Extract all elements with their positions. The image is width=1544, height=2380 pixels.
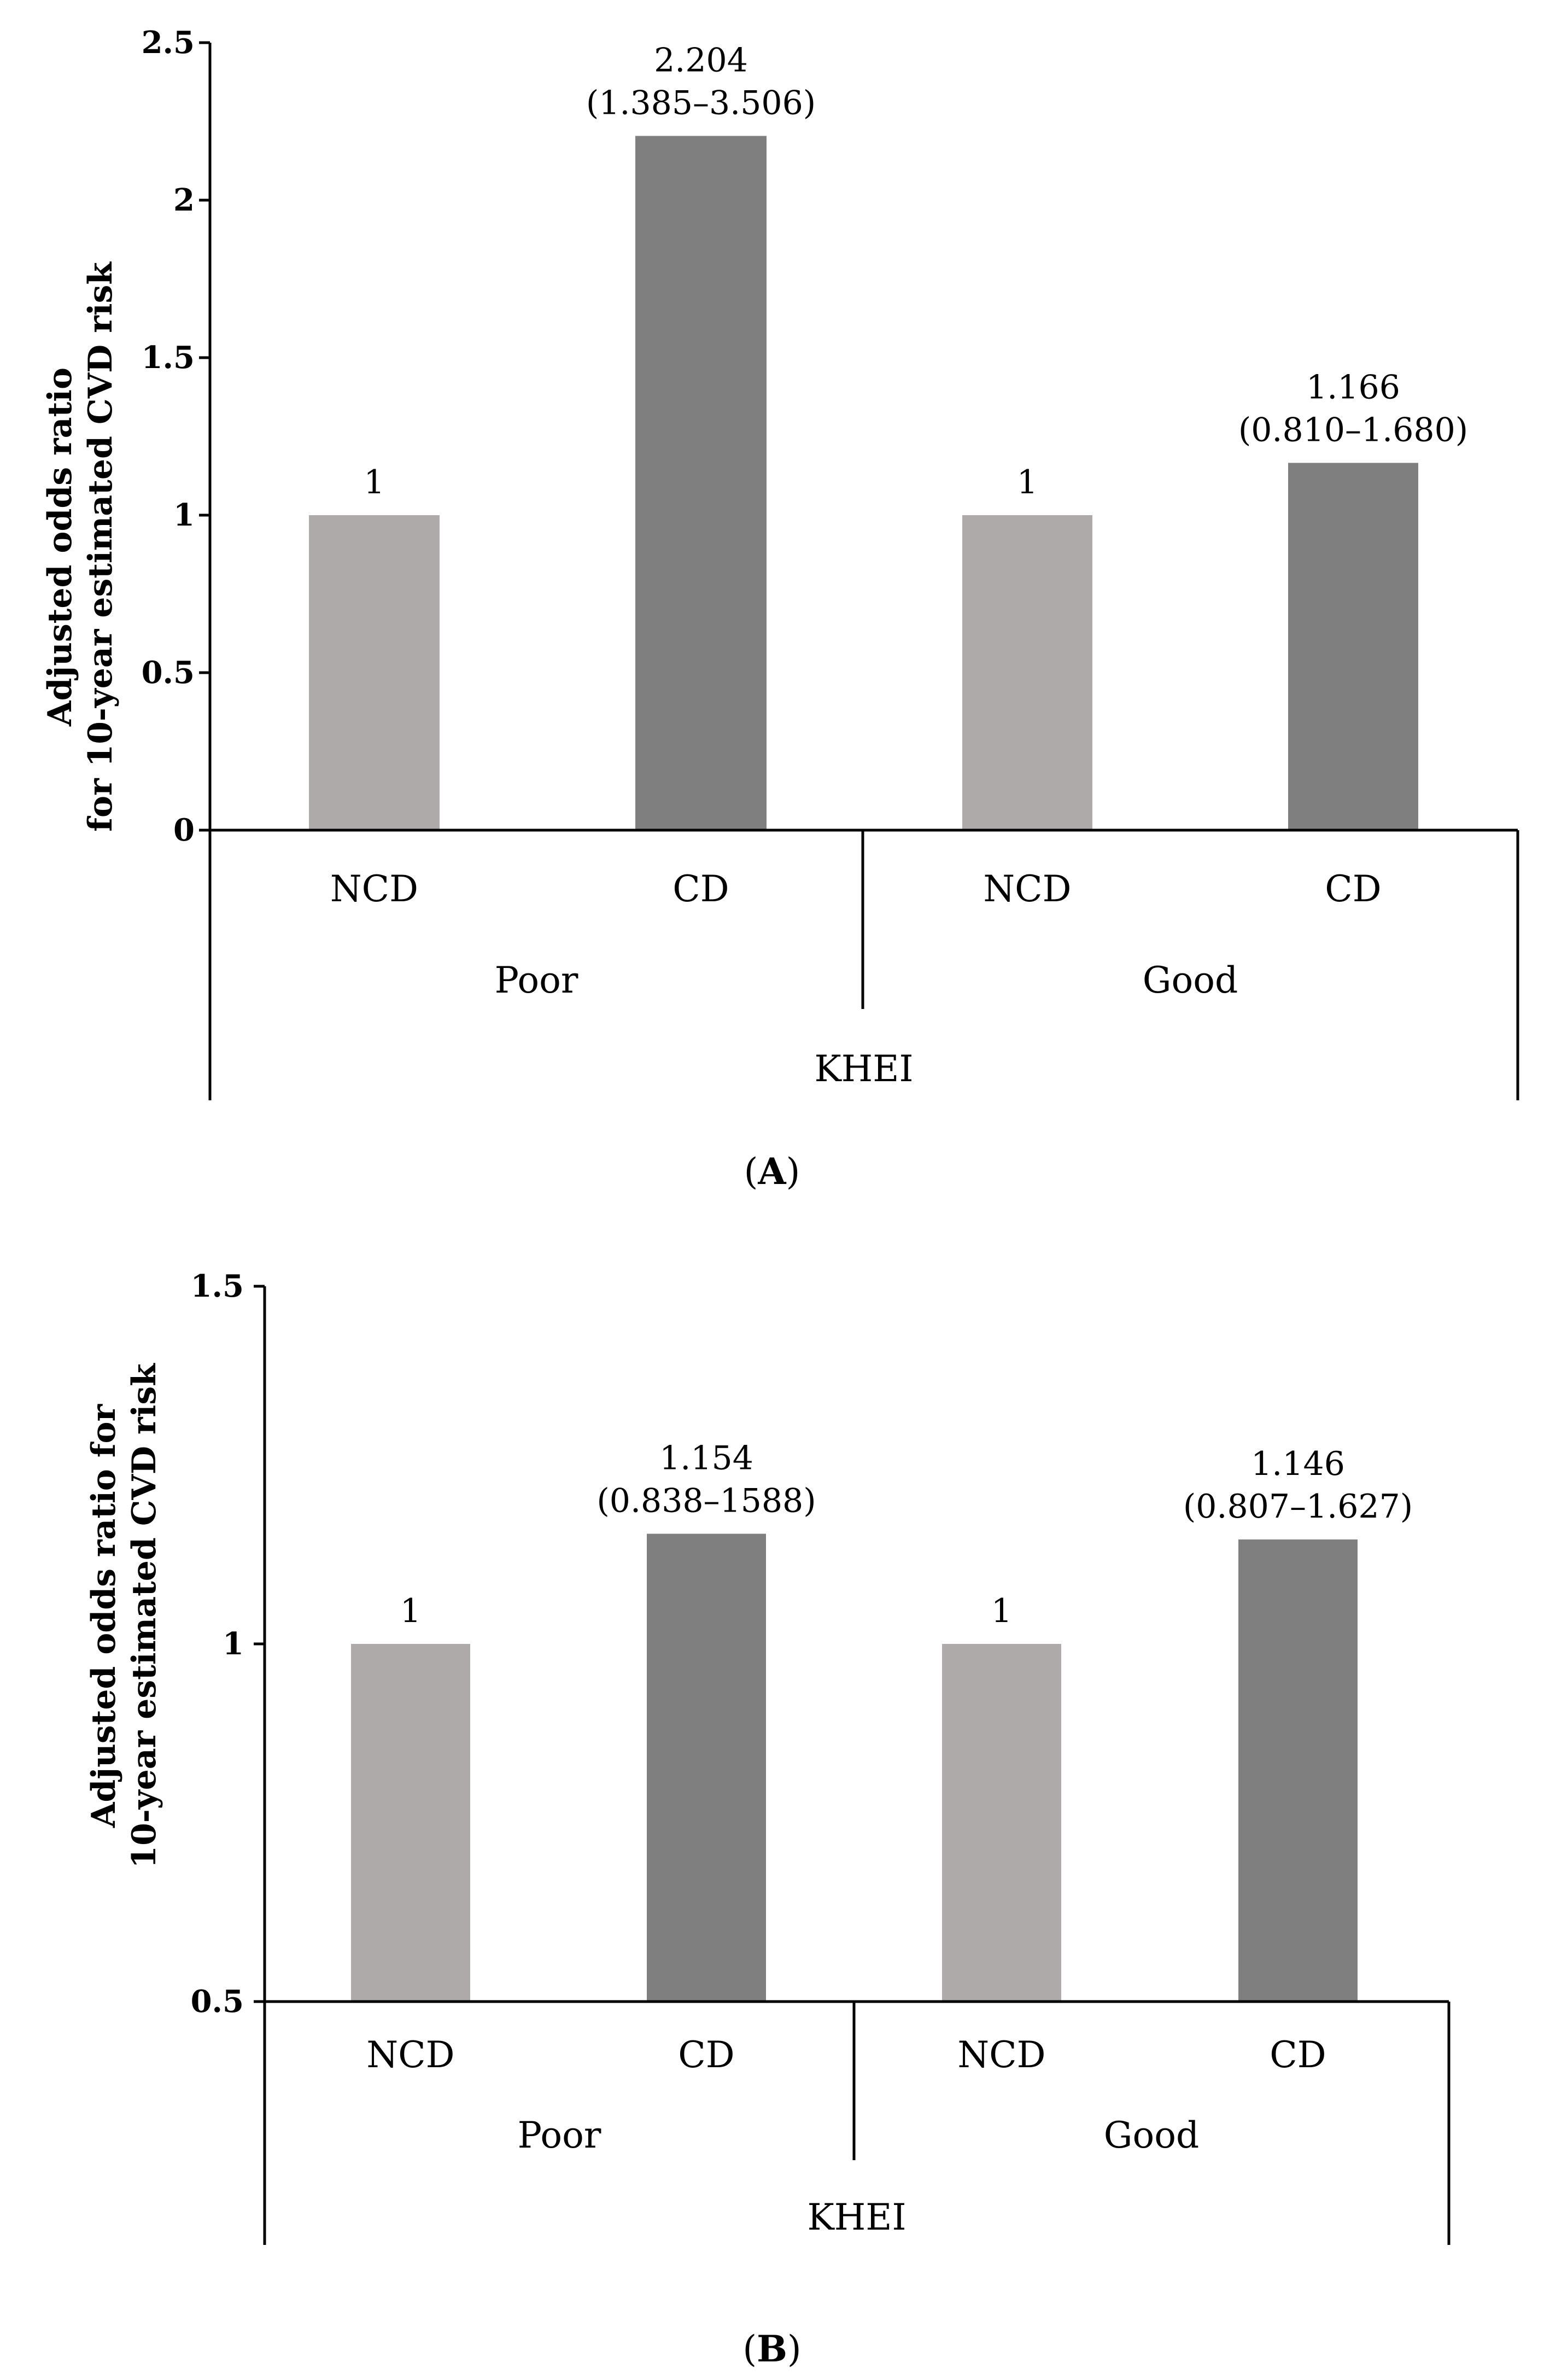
chart-a-data-label-4-line-2: (0.810–1.680): [1238, 411, 1468, 449]
chart-a-panel-label-open: (: [744, 1151, 758, 1193]
chart-b-y-tick-label-3: 1.5: [191, 1268, 244, 1304]
chart-a-data-label-2-line-1: 2.204: [654, 41, 748, 79]
chart-a-y-axis-title: Adjusted odds ratiofor 10-year estimated…: [41, 261, 120, 832]
chart-b-y-tick-label-1: 0.5: [191, 1984, 244, 2020]
chart-b-panel-label-close: ): [787, 2328, 802, 2370]
chart-b-category-label-3: NCD: [957, 2034, 1045, 2076]
chart-a-category-label-4: CD: [1325, 868, 1381, 910]
chart-a-y-tick-label-3: 1: [173, 497, 195, 533]
chart-a-panel-label-close: ): [786, 1151, 800, 1193]
chart-a-y-tick-label-6: 2.5: [142, 25, 195, 61]
chart-a-y-axis-title-line-1: Adjusted odds ratio: [41, 368, 79, 727]
chart-a-y-tick-label-2: 0.5: [142, 655, 195, 691]
chart-a-bar-3: [962, 515, 1092, 830]
chart-b-bar-4: [1238, 1539, 1358, 2002]
chart-a-y-tick-label-1: 0: [173, 812, 195, 848]
chart-a-y-tick-label-5: 2: [173, 182, 195, 218]
chart-a-bar-4: [1288, 463, 1418, 830]
chart-b-data-label-2-line-2: (0.838–1588): [596, 1482, 816, 1520]
chart-b-y-tick-label-2: 1: [223, 1626, 244, 1662]
chart-a-group-axis-title: KHEI: [814, 1048, 913, 1090]
chart-b-category-label-1: NCD: [366, 2034, 454, 2076]
chart-a-y-axis-title-line-2: for 10-year estimated CVD risk: [81, 261, 120, 832]
chart-b-y-axis-title-line-1: Adjusted odds ratio for: [85, 1403, 123, 1828]
chart-a-category-label-3: NCD: [983, 868, 1071, 910]
chart-b-panel-label-open: (: [742, 2328, 757, 2370]
chart-a-category-label-2: CD: [672, 868, 729, 910]
chart-b-panel-label-letter: B: [757, 2328, 787, 2370]
chart-a-y-tick-label-4: 1.5: [142, 340, 195, 376]
chart-b-y-axis-title: Adjusted odds ratio for10-year estimated…: [85, 1363, 163, 1869]
chart-b-bar-1: [351, 1644, 470, 2002]
chart-a-bar-1: [309, 515, 440, 830]
chart-a-group-label-2: Good: [1143, 959, 1238, 1001]
chart-b-data-label-1-line-1: 1: [400, 1592, 421, 1630]
chart-b-bar-2: [647, 1533, 766, 2002]
chart-b-bar-3: [942, 1644, 1061, 2002]
chart-a-data-label-2-line-2: (1.385–3.506): [586, 84, 816, 122]
chart-a-data-label-3-line-1: 1: [1017, 463, 1038, 501]
chart-b-group-label-2: Good: [1104, 2114, 1199, 2156]
chart-b-category-label-4: CD: [1270, 2034, 1326, 2076]
chart-a-bar-2: [635, 136, 767, 831]
chart-b-group-axis-title: KHEI: [807, 2196, 906, 2238]
chart-b-category-label-2: CD: [678, 2034, 734, 2076]
chart-a: 0 0.5 1 1.5 2 2.5 Adjusted odds ratiofor 10-ye…: [41, 25, 1519, 1193]
chart-b-data-label-4-line-1: 1.146: [1251, 1445, 1345, 1483]
chart-b-panel-label: (B): [742, 2328, 801, 2370]
chart-a-category-label-1: NCD: [330, 868, 418, 910]
chart-b-data-label-3-line-1: 1: [991, 1592, 1012, 1630]
chart-a-panel-label-letter: A: [757, 1150, 786, 1193]
chart-a-panel-label: (A): [744, 1150, 800, 1193]
chart-a-data-label-4-line-1: 1.166: [1306, 368, 1400, 406]
chart-b-group-label-1: Poor: [518, 2114, 601, 2156]
chart-a-data-label-1-line-1: 1: [364, 463, 384, 501]
chart-b-y-axis-title-line-2: 10-year estimated CVD risk: [125, 1363, 163, 1869]
chart-b-data-label-4-line-2: (0.807–1.627): [1183, 1488, 1413, 1526]
chart-b: 0.5 1 1.5 Adjusted odds ratio for10-year es…: [85, 1268, 1451, 2370]
chart-a-group-label-1: Poor: [495, 959, 578, 1001]
chart-b-data-label-2-line-1: 1.154: [659, 1439, 753, 1478]
